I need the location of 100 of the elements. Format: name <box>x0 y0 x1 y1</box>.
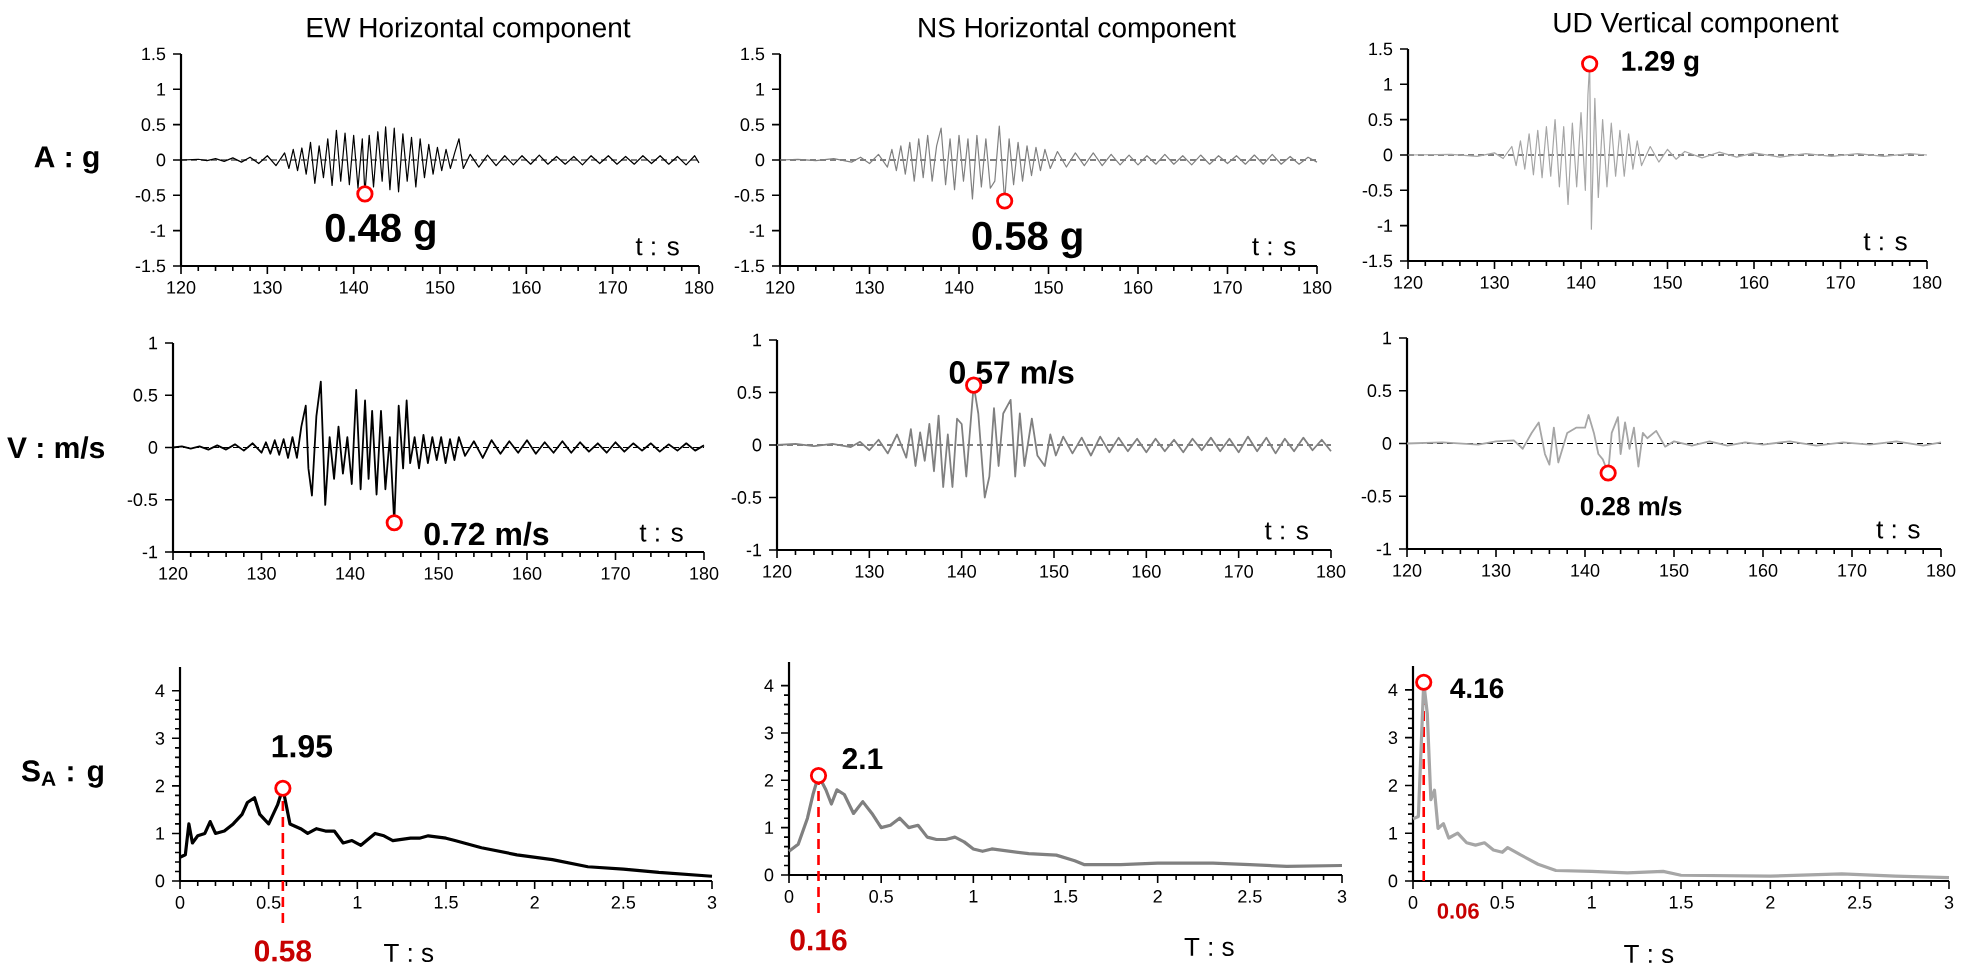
y-tick-label: 0 <box>148 441 158 454</box>
x-tick-label: 150 <box>1660 564 1689 577</box>
x-axis-title: t : s <box>1252 238 1296 256</box>
annotation: 1.95 <box>272 734 333 758</box>
x-tick-label: 1.5 <box>1054 890 1078 903</box>
x-tick-label: 120 <box>763 565 792 578</box>
y-tick-label: 1 <box>753 333 762 347</box>
y-tick-label: 1 <box>756 83 765 96</box>
annotation: 0.58 g <box>972 221 1082 259</box>
y-tick-label: 1 <box>1383 331 1392 345</box>
annotation: 4.16 <box>1450 678 1504 699</box>
x-tick-label: 170 <box>1225 565 1253 578</box>
y-tick-label: 0.5 <box>133 388 158 402</box>
y-tick-label: 3 <box>1388 731 1398 745</box>
y-tick-label: 0.5 <box>737 386 762 399</box>
y-tick-label: 0 <box>1388 874 1398 888</box>
chart-title: EW Horizontal component <box>307 16 631 44</box>
x-tick-label: 180 <box>690 567 719 580</box>
x-tick-label: 170 <box>601 567 630 580</box>
y-tick-label: 0 <box>1382 437 1392 450</box>
y-tick-label: -0.5 <box>1361 489 1392 503</box>
ref-line-label: 0.16 <box>790 929 847 951</box>
x-tick-label: 2 <box>1153 890 1162 903</box>
chart-title: UD Vertical component <box>1554 11 1839 39</box>
x-tick-label: 180 <box>1913 276 1942 289</box>
y-tick-label: 4 <box>155 684 165 697</box>
x-tick-label: 170 <box>1838 564 1867 577</box>
y-axis-title: A : g <box>34 146 99 174</box>
x-tick-label: 2.5 <box>611 896 636 909</box>
y-tick-label: 0 <box>764 868 774 882</box>
x-tick-label: 150 <box>1034 281 1063 294</box>
x-tick-label: 160 <box>1124 281 1153 294</box>
x-axis-title: t : s <box>1264 522 1308 540</box>
ref-line-label: 0.58 <box>254 940 312 962</box>
y-tick-label: 4 <box>764 679 774 692</box>
y-tick-label: -1 <box>142 545 158 559</box>
y-tick-label: 1 <box>1389 827 1398 840</box>
x-tick-label: 3 <box>707 896 717 909</box>
x-axis-title: t : s <box>635 238 679 256</box>
x-axis-title: T : s <box>1624 944 1674 964</box>
x-tick-label: 120 <box>167 281 196 294</box>
y-tick-label: 0.5 <box>740 118 765 132</box>
y-tick-label: -1 <box>746 543 762 557</box>
y-tick-label: 0 <box>1383 148 1393 162</box>
x-tick-label: 160 <box>1132 565 1161 578</box>
y-tick-label: 0 <box>155 874 165 888</box>
x-tick-label: 160 <box>1749 564 1778 577</box>
x-tick-label: 140 <box>340 281 368 294</box>
annotation: 0.72 m/s <box>424 521 549 546</box>
x-tick-label: 2 <box>530 896 539 909</box>
x-tick-label: 130 <box>253 281 282 294</box>
y-tick-label: 1 <box>765 821 774 834</box>
y-tick-label: -0.5 <box>1362 183 1393 197</box>
x-tick-label: 170 <box>1826 276 1855 289</box>
x-axis-title: T : s <box>384 943 434 963</box>
x-tick-label: 0 <box>784 890 794 903</box>
x-tick-label: 0 <box>175 896 185 909</box>
x-tick-label: 1 <box>969 890 978 903</box>
y-tick-label: -1 <box>150 224 166 237</box>
x-tick-label: 130 <box>1482 564 1511 577</box>
y-tick-label: 4 <box>1388 683 1398 697</box>
x-tick-label: 130 <box>1480 276 1509 289</box>
y-tick-label: 1.5 <box>741 47 765 61</box>
x-tick-label: 180 <box>685 281 714 294</box>
annotation: 2.1 <box>842 748 883 770</box>
y-tick-label: 2 <box>1388 779 1398 792</box>
y-tick-label: 0.5 <box>1368 113 1393 127</box>
x-axis-title: t : s <box>639 524 683 542</box>
y-tick-label: -1 <box>1376 542 1392 556</box>
y-tick-label: -1.5 <box>1362 254 1393 268</box>
x-tick-label: 120 <box>1394 276 1423 289</box>
x-tick-label: 130 <box>855 565 884 578</box>
y-tick-label: 0.5 <box>1367 384 1392 398</box>
x-tick-label: 0.5 <box>1490 896 1515 909</box>
annotation: 0.48 g <box>325 213 435 251</box>
y-tick-label: 1 <box>1384 78 1393 91</box>
x-tick-label: 2.5 <box>1848 896 1872 909</box>
x-tick-label: 2.5 <box>1238 890 1262 903</box>
y-tick-label: -1.5 <box>135 259 166 273</box>
x-tick-label: 1 <box>353 896 362 909</box>
y-tick-label: 0.5 <box>141 118 166 132</box>
x-tick-label: 180 <box>1317 565 1346 578</box>
x-axis-title: t : s <box>1876 521 1920 539</box>
x-tick-label: 150 <box>424 567 453 580</box>
x-tick-label: 170 <box>599 281 627 294</box>
x-tick-label: 140 <box>1571 564 1600 577</box>
x-tick-label: 160 <box>1740 276 1769 289</box>
y-tick-label: -1 <box>749 224 765 237</box>
x-tick-label: 120 <box>1393 564 1422 577</box>
x-tick-label: 150 <box>1653 276 1682 289</box>
y-tick-label: -0.5 <box>135 188 166 202</box>
y-tick-label: 1 <box>157 83 166 96</box>
x-tick-label: 160 <box>513 567 542 580</box>
y-tick-label: 2 <box>764 774 774 787</box>
ref-line-label: 0.06 <box>1437 903 1479 919</box>
y-axis-title: S$_{A}$ : g <box>21 760 103 788</box>
x-tick-label: 1 <box>1588 896 1596 909</box>
y-tick-label: 0 <box>755 153 765 167</box>
x-tick-label: 170 <box>1213 281 1242 294</box>
x-tick-label: 180 <box>1927 564 1956 577</box>
